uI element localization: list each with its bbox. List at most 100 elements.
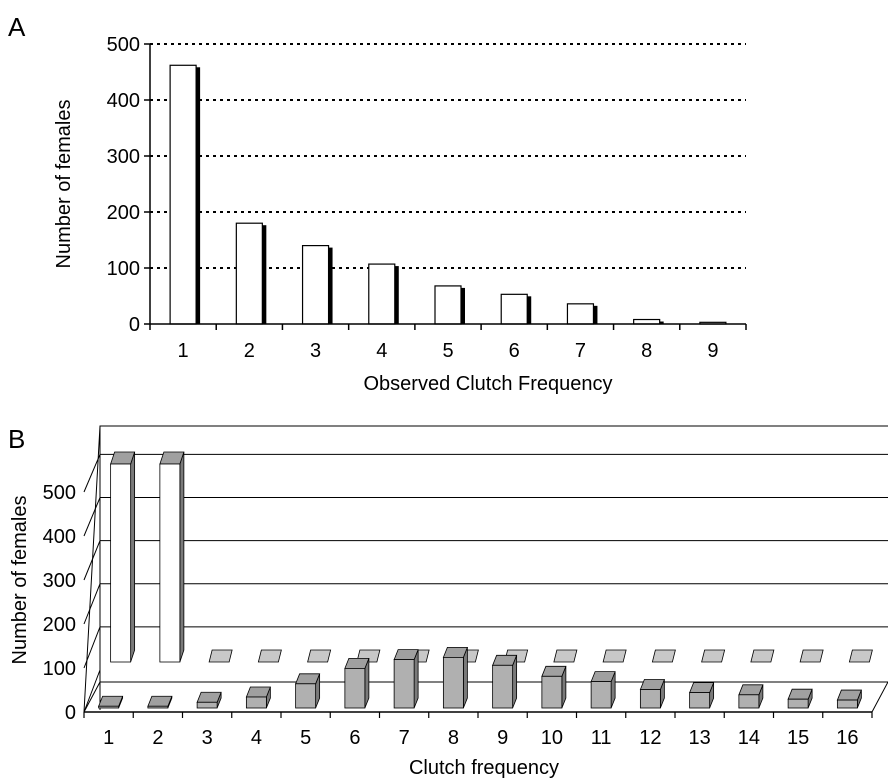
panel-b-front-bar-top — [393, 649, 419, 660]
panel-b-front-bar — [98, 695, 124, 709]
panel-b-gridline-side — [83, 540, 101, 581]
panel-a-bar — [368, 263, 396, 325]
panel-b-front-bar-front — [836, 699, 858, 709]
panel-a-y-tick-labels: 0 100 200 300 400 500 — [107, 34, 140, 336]
panel-b-front-bar-top — [196, 691, 222, 703]
panel-b-back-series-bars — [110, 451, 873, 663]
panel-b-gridline-side — [83, 497, 101, 537]
panel-b-back-bar — [799, 649, 824, 663]
panel-b-front-bar-top — [689, 682, 715, 693]
panel-b-x-tick-label: 3 — [202, 727, 213, 749]
panel-a-bar — [169, 64, 197, 325]
panel-a-x-tick-label: 7 — [575, 340, 586, 362]
panel-a-x-tick-label: 4 — [376, 340, 387, 362]
panel-a-x-tick-label: 2 — [244, 340, 255, 362]
panel-b-back-bar — [159, 451, 185, 663]
panel-b-front-bar — [196, 691, 222, 709]
panel-b-floor-left-edge — [83, 681, 101, 713]
panel-b-x-tick-label: 15 — [787, 727, 809, 749]
panel-b-y-tick-label: 200 — [43, 614, 76, 636]
panel-b-back-bar-top — [110, 451, 136, 465]
panel-b-x-tick-label: 11 — [591, 727, 612, 749]
panel-b-x-tick-label: 9 — [497, 727, 508, 749]
panel-b-x-tick-labels: 1 2 3 4 5 6 7 8 9 10 11 12 13 14 15 16 — [103, 727, 858, 749]
panel-b-back-bar — [208, 649, 233, 663]
panel-b-y-tick-labels: 0 100 200 300 400 500 — [43, 482, 76, 724]
panel-a-x-axis-label: Observed Clutch Frequency — [363, 373, 612, 395]
panel-b-x-tick-label: 14 — [738, 727, 760, 749]
panel-b-front-bar — [295, 673, 321, 709]
panel-b-front-bar-front — [295, 683, 317, 709]
panel-b-front-bar-front — [147, 705, 169, 709]
panel-a-axes — [144, 43, 747, 330]
panel-b-back-bar — [110, 451, 136, 663]
panel-a-x-tick-label: 6 — [509, 340, 520, 362]
panel-b-back-bar-side — [130, 451, 136, 663]
panel-b-gridline-side — [83, 583, 101, 625]
panel-b-front-bar-front — [245, 696, 267, 709]
panel-a-x-tick-label: 1 — [178, 340, 189, 362]
panel-b-front-bar-front — [639, 689, 661, 709]
panel-b-back-bar — [750, 649, 775, 663]
panel-a-bar — [301, 245, 330, 325]
panel-b-x-tick-label: 8 — [448, 727, 459, 749]
panel-b-front-bar-top — [344, 658, 370, 669]
panel-b-back-bar — [257, 649, 282, 663]
panel-b-front-bar-front — [442, 657, 464, 709]
panel-b-front-bar-front — [344, 668, 366, 709]
panel-a-bar — [500, 293, 528, 325]
panel-b-x-tick-label: 2 — [152, 727, 163, 749]
panel-b-front-bar-top — [787, 688, 813, 700]
panel-b-front-bar — [787, 688, 813, 709]
panel-b-x-tick-label: 6 — [349, 727, 360, 749]
panel-b-front-bar-front — [393, 659, 415, 709]
panel-b-front-bar-top — [442, 647, 468, 658]
panel-b-front-bar-top — [738, 684, 764, 696]
panel-b-front-bar — [344, 658, 370, 709]
panel-b-floor-right-edge — [871, 681, 888, 713]
panel-b-front-bar — [689, 682, 715, 709]
panel-b-front-bar — [836, 689, 862, 709]
panel-b-front-bar-front — [689, 692, 711, 709]
panel-b-front-bar — [639, 679, 665, 709]
panel-b-front-bar-top — [245, 686, 271, 698]
panel-b-back-bar — [553, 649, 578, 663]
panel-b-x-tick-label: 12 — [639, 727, 661, 749]
panel-a-y-tick-label: 200 — [107, 202, 140, 224]
panel-b-back-wall-edge — [83, 425, 888, 713]
panel-a-y-tick-label: 0 — [129, 314, 140, 336]
panel-b-front-bar-front — [196, 701, 218, 709]
panel-b-front-bar-top — [590, 671, 616, 682]
panel-b-y-tick-label: 0 — [65, 702, 76, 724]
panel-a-y-tick-label: 400 — [107, 90, 140, 112]
panel-b-front-bar-top — [541, 665, 567, 677]
panel-a-x-tick-label: 3 — [310, 340, 321, 362]
panel-b-front-bar-front — [738, 694, 760, 709]
panel-b-y-tick-label: 500 — [43, 482, 76, 504]
panel-b-front-bar — [442, 647, 468, 709]
panel-b-front-bar — [492, 654, 518, 709]
panel-b-front-bar — [541, 665, 567, 709]
panel-b-y-tick-label: 400 — [43, 526, 76, 548]
panel-b-x-tick-label: 13 — [689, 727, 711, 749]
panel-b-x-tick-label: 1 — [103, 727, 114, 749]
panel-a-bars — [169, 64, 727, 325]
panel-b-gridline-side — [83, 626, 101, 669]
panel-b-front-bar-top — [639, 679, 665, 690]
panel-b-front-bar-top — [836, 689, 862, 701]
panel-a-y-axis-label: Number of females — [53, 100, 75, 269]
panel-b-back-bar-front — [159, 463, 181, 663]
panel-b-x-tick-label: 16 — [836, 727, 858, 749]
panel-a-chart: A 0 100 200 300 400 500 1 2 3 4 5 6 7 8 9 Observed Cl… — [8, 12, 747, 395]
panel-b-back-bar-top — [159, 451, 185, 465]
panel-b-y-tick-label: 100 — [43, 658, 76, 680]
panel-b-back-bar — [848, 649, 873, 663]
panel-a-bar — [566, 303, 595, 325]
panel-b-y-axis-label: Number of females — [9, 496, 31, 665]
panel-b-gridline-side — [83, 669, 101, 713]
panel-b-x-tick-label: 4 — [251, 727, 262, 749]
panel-b-back-bar-front — [110, 463, 132, 663]
panel-b-front-bar-top — [98, 695, 124, 707]
